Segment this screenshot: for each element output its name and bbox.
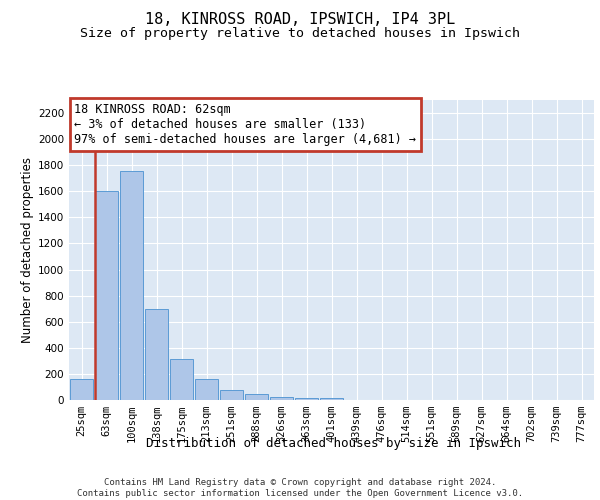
Bar [170, 359, 193, 400]
Text: 18 KINROSS ROAD: 62sqm
← 3% of detached houses are smaller (133)
97% of semi-det: 18 KINROSS ROAD: 62sqm ← 3% of detached … [74, 103, 416, 146]
Bar [320, 398, 343, 400]
Text: Size of property relative to detached houses in Ipswich: Size of property relative to detached ho… [80, 28, 520, 40]
Bar [269, 397, 293, 400]
Bar [119, 171, 143, 400]
Y-axis label: Number of detached properties: Number of detached properties [21, 157, 34, 343]
Text: Distribution of detached houses by size in Ipswich: Distribution of detached houses by size … [146, 438, 521, 450]
Bar [220, 390, 244, 400]
Bar [194, 379, 218, 400]
Bar [95, 192, 118, 400]
Text: 18, KINROSS ROAD, IPSWICH, IP4 3PL: 18, KINROSS ROAD, IPSWICH, IP4 3PL [145, 12, 455, 28]
Bar [295, 398, 319, 400]
Bar [245, 394, 268, 400]
Bar [145, 308, 169, 400]
Text: Contains HM Land Registry data © Crown copyright and database right 2024.
Contai: Contains HM Land Registry data © Crown c… [77, 478, 523, 498]
Bar [70, 379, 94, 400]
